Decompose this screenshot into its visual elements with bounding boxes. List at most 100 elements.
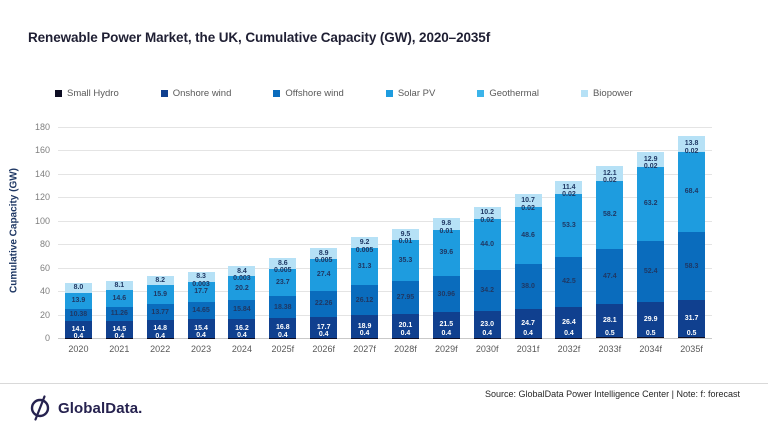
legend-item-small-hydro: Small Hydro	[55, 88, 119, 99]
bar-segment-onshore-wind-2027f	[351, 315, 379, 338]
bar-value-label-biopower-2025f: 8.6	[277, 259, 288, 267]
bar-value-label-offshore-wind-2020: 10.38	[69, 311, 88, 319]
bar-segment-biopower-2025f	[269, 258, 297, 269]
y-axis-tick-label: 180	[34, 122, 50, 132]
bar-value-label-solar-pv-2022: 15.9	[153, 291, 167, 299]
bar-value-label-small-hydro-2022: 0.4	[155, 332, 166, 340]
bar-segment-onshore-wind-2023	[187, 319, 215, 338]
gridline	[58, 150, 712, 152]
bar-segment-onshore-wind-2026f	[310, 316, 338, 338]
bar-value-label-offshore-wind-2030f: 34.2	[480, 287, 494, 295]
legend-marker-onshore-wind	[160, 90, 168, 97]
legend-item-geothermal: Geothermal	[477, 88, 539, 99]
bar-value-label-solar-pv-2029f: 39.6	[439, 249, 454, 257]
bar-value-label-small-hydro-2030f: 0.4	[482, 330, 493, 338]
bar-segment-solar-pv-2027f	[351, 248, 379, 285]
bar-segment-onshore-wind-2021	[105, 320, 133, 338]
bar-value-label-solar-pv-2021: 14.6	[112, 295, 127, 303]
bar-value-label-small-hydro-2033f: 0.5	[604, 330, 615, 338]
bar-value-label-solar-pv-2023: 17.7	[194, 288, 208, 296]
bar-value-label-onshore-wind-2028f: 20.1	[398, 322, 413, 330]
legend-label: Onshore wind	[172, 88, 232, 99]
legend-marker-offshore-wind	[273, 90, 281, 97]
y-axis-tick-label: 60	[39, 262, 50, 273]
bar-value-label-geothermal-2031f: 0.02	[521, 204, 535, 212]
gridline	[58, 127, 712, 128]
bar-value-label-solar-pv-2020: 13.9	[71, 297, 86, 305]
bar-value-label-offshore-wind-2035f: 58.3	[684, 262, 699, 270]
y-axis-tick-label: 120	[34, 192, 50, 203]
bar-value-label-onshore-wind-2032f: 26.4	[562, 318, 576, 326]
x-axis-tick-label-2024: 2024	[231, 344, 252, 354]
x-axis-tick-label-2023: 2023	[191, 344, 212, 354]
bar-value-label-offshore-wind-2031f: 38.0	[521, 282, 535, 290]
bar-segment-small-hydro-2035f	[678, 337, 706, 338]
bar-value-label-solar-pv-2032f: 53.3	[562, 222, 576, 230]
bar-segment-biopower-2021	[105, 280, 133, 291]
bar-value-label-small-hydro-2028f: 0.4	[400, 330, 411, 338]
bar-value-label-geothermal-2029f: 0.01	[439, 227, 454, 235]
bar-value-label-solar-pv-2034f: 63.2	[643, 200, 658, 208]
bar-value-label-geothermal-2030f: 0.02	[480, 216, 494, 224]
bar-value-label-geothermal-2027f: 0.005	[355, 246, 374, 254]
bar-value-label-onshore-wind-2022: 14.8	[153, 325, 167, 333]
x-axis-tick-label-2025f: 2025f	[271, 344, 295, 354]
bar-value-label-small-hydro-2023: 0.4	[196, 332, 206, 340]
x-axis-tick-label-2029f: 2029f	[435, 344, 458, 354]
bar-segment-solar-pv-2028f	[391, 239, 419, 282]
gridline	[58, 314, 712, 316]
bar-value-label-small-hydro-2032f: 0.4	[564, 330, 574, 338]
bar-value-label-onshore-wind-2029f: 21.5	[439, 321, 454, 329]
bar-value-label-onshore-wind-2030f: 23.0	[480, 320, 494, 328]
bar-value-label-small-hydro-2027f: 0.4	[359, 330, 370, 338]
bar-value-label-small-hydro-2020: 0.4	[73, 333, 84, 341]
bar-segment-biopower-2034f	[637, 151, 665, 167]
x-axis-tick-label-2022: 2022	[150, 344, 171, 354]
gridline	[58, 244, 712, 246]
bar-value-label-solar-pv-2027f: 31.3	[357, 262, 372, 270]
bar-value-label-small-hydro-2034f: 0.5	[645, 330, 656, 338]
legend-marker-solar-pv	[385, 90, 393, 97]
bar-value-label-biopower-2028f: 9.5	[400, 230, 411, 238]
x-axis-line	[58, 338, 712, 339]
bar-value-label-solar-pv-2024: 20.2	[235, 284, 249, 292]
bar-segment-solar-pv-2026f	[310, 258, 338, 291]
bar-value-label-geothermal-2023: 0.003	[192, 280, 210, 288]
bar-value-label-small-hydro-2026f: 0.4	[318, 331, 329, 339]
bar-segment-offshore-wind-2029f	[432, 276, 460, 313]
bar-segment-biopower-2035f	[678, 135, 706, 152]
bar-value-label-onshore-wind-2026f: 17.7	[316, 323, 331, 331]
bar-segment-biopower-2024	[228, 266, 256, 277]
bar-segment-offshore-wind-2031f	[514, 264, 542, 309]
bar-segment-solar-pv-2029f	[432, 229, 460, 277]
bar-value-label-biopower-2023: 8.3	[196, 273, 206, 281]
gridline	[58, 291, 712, 293]
y-axis-tick-label: 40	[39, 286, 50, 297]
bar-value-label-solar-pv-2035f: 68.4	[684, 188, 699, 196]
bar-segment-small-hydro-2033f	[596, 337, 624, 338]
y-axis-tick-label: 80	[39, 239, 50, 250]
bar-segment-offshore-wind-2020	[64, 308, 92, 321]
bar-segment-solar-pv-2021	[105, 290, 133, 308]
bar-value-label-offshore-wind-2027f: 26.12	[355, 296, 374, 304]
bar-value-label-onshore-wind-2023: 15.4	[194, 325, 208, 332]
bar-value-label-onshore-wind-2033f: 28.1	[603, 317, 617, 325]
bar-segment-small-hydro-2034f	[637, 337, 665, 338]
bar-segment-onshore-wind-2020	[64, 321, 92, 338]
bar-value-label-offshore-wind-2032f: 42.5	[562, 278, 576, 286]
bar-value-label-biopower-2022: 8.2	[155, 277, 166, 285]
gridline	[58, 220, 712, 222]
bar-segment-solar-pv-2022	[146, 285, 174, 305]
bar-segment-offshore-wind-2021	[105, 307, 133, 321]
gridline	[58, 173, 712, 175]
bar-segment-onshore-wind-2022	[146, 320, 174, 338]
x-axis-tick-label-2027f: 2027f	[353, 344, 376, 354]
bar-value-label-biopower-2034f: 12.9	[643, 155, 658, 163]
x-axis-tick-label-2035f: 2035f	[680, 344, 703, 354]
legend-item-onshore-wind: Onshore wind	[160, 88, 232, 99]
bar-value-label-solar-pv-2025f: 23.7	[276, 278, 290, 286]
bar-value-label-solar-pv-2031f: 48.6	[521, 232, 535, 240]
x-axis-tick-label-2030f: 2030f	[475, 344, 499, 354]
globaldata-logo: GlobalData.	[28, 394, 142, 422]
bar-segment-onshore-wind-2030f	[473, 310, 501, 338]
